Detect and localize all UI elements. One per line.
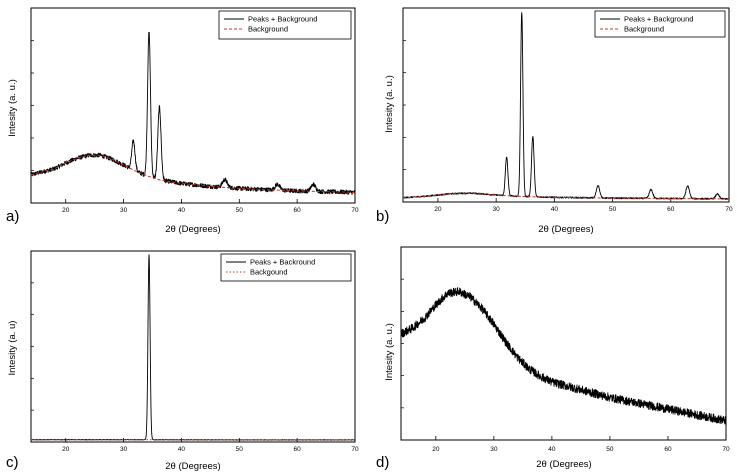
series-line-peaks-background [401,287,726,425]
y-axis-title-a: Intesity (a. u.) [7,79,18,137]
x-tick-label: 60 [664,446,672,453]
legend-label: Backgound [250,268,288,277]
x-tick-label: 20 [62,446,70,453]
x-tick-label: 30 [120,446,128,453]
legend-label: Background [624,25,664,34]
x-tick-label: 40 [178,207,186,214]
x-axis-title-d: 2θ (Degrees) [536,459,591,470]
series-line-background [403,192,729,200]
x-tick-label: 70 [722,446,730,453]
x-tick-label: 30 [493,206,501,213]
series-line-peaks-background [403,12,729,200]
panel-label-b: b) [376,208,389,225]
series-line-background [31,154,355,193]
series-line-peaks-background [31,31,355,195]
panel-label-a: a) [6,208,19,225]
legend-label: Peaks + Background [248,15,317,24]
x-tick-label: 70 [351,207,359,214]
legend-label: Background [248,25,288,34]
panel-d: 20 30 40 50 60 70 d) 2θ (Degrees) Intesity (a… [376,246,730,471]
legend-label: Peaks + Backround [250,258,315,267]
y-axis-title-b: Intesity (a. u.) [384,75,395,133]
x-tick-label: 60 [294,207,302,214]
legend-box [594,10,726,38]
legend-box [218,10,352,40]
series-line-peaks-background [31,254,355,441]
x-tick-label: 30 [120,207,128,214]
x-tick-label: 40 [551,206,559,213]
plot-area-d: 20 30 40 50 60 70 [400,246,730,453]
x-tick-label: 50 [606,446,614,453]
x-tick-label: 70 [725,206,733,213]
legend-label: Peaks + Background [624,15,693,24]
panel-label-c: c) [6,454,19,471]
x-tick-label: 60 [667,206,675,213]
x-tick-label: 20 [62,207,70,214]
y-axis-title-d: Intesity (a. u.) [384,323,395,381]
x-axis-title-b: 2θ (Degrees) [538,224,593,235]
legend-box [220,253,352,282]
panel-label-d: d) [376,454,389,471]
x-tick-label: 30 [490,446,498,453]
panel-a: 20 30 40 50 60 70 Peaks + BackgroundBackground… [6,7,359,235]
x-tick-label: 20 [432,446,440,453]
x-axis-title-c: 2θ (Degrees) [165,461,220,472]
x-axis-title-a: 2θ (Degrees) [165,224,220,235]
x-tick-label: 20 [434,206,442,213]
x-tick-label: 40 [548,446,556,453]
x-tick-label: 50 [609,206,617,213]
x-tick-label: 40 [178,446,186,453]
panel-b: 20 30 40 50 60 70 Peaks + BackgroundBackground… [376,7,733,235]
y-axis-title-c: Intesity (a. u) [7,321,18,376]
x-tick-label: 50 [236,446,244,453]
x-tick-label: 70 [351,446,359,453]
x-tick-label: 60 [294,446,302,453]
x-tick-label: 50 [236,207,244,214]
